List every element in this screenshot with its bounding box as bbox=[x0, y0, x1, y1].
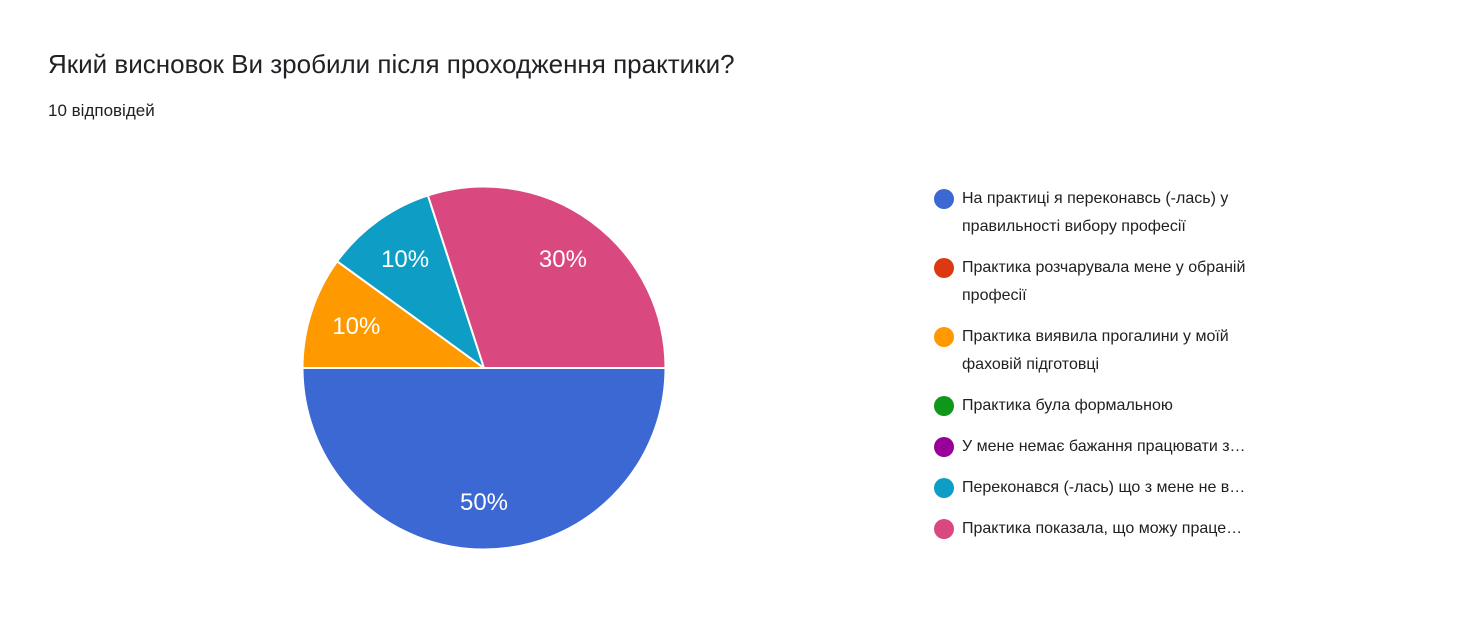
legend-swatch bbox=[934, 478, 954, 498]
legend-item-label: Практика показала, що можу праце… bbox=[962, 520, 1243, 537]
pie-slice-1[interactable] bbox=[301, 367, 667, 551]
legend: На практиці я переконавсь (-лась) у прав… bbox=[934, 185, 1449, 543]
legend-item-label: Практика виявила прогалини у моїй фахові… bbox=[962, 328, 1229, 373]
legend-item-label: Практика була формальною bbox=[962, 397, 1173, 414]
legend-swatch bbox=[934, 437, 954, 457]
legend-swatch bbox=[934, 258, 954, 278]
responses-count: 10 відповідей bbox=[48, 101, 155, 120]
legend-item-1: На практиці я переконавсь (-лась) у прав… bbox=[934, 185, 1449, 241]
pie-chart: 50% 10% 10% 30% bbox=[301, 185, 667, 551]
legend-swatch bbox=[934, 327, 954, 347]
legend-item-6: Переконався (-лась) що з мене не в… bbox=[934, 474, 1449, 502]
pie-slice-label: 10% bbox=[332, 313, 380, 340]
pie-slice-3[interactable] bbox=[301, 260, 485, 369]
pie-slice-7[interactable] bbox=[426, 185, 667, 369]
legend-item-label: На практиці я переконавсь (-лась) у прав… bbox=[962, 190, 1229, 235]
legend-swatch bbox=[934, 396, 954, 416]
legend-swatch bbox=[934, 519, 954, 539]
pie-slice-label: 50% bbox=[460, 489, 508, 516]
legend-item-5: У мене немає бажання працювати з… bbox=[934, 433, 1449, 461]
legend-item-label: Практика розчарувала мене у обраній проф… bbox=[962, 259, 1246, 304]
legend-item-3: Практика виявила прогалини у моїй фахові… bbox=[934, 323, 1449, 379]
question-title: Який висновок Ви зробили після проходжен… bbox=[48, 49, 735, 79]
legend-item-4: Практика була формальною bbox=[934, 392, 1449, 420]
legend-item-2: Практика розчарувала мене у обраній проф… bbox=[934, 254, 1449, 310]
pie-slice-label: 10% bbox=[381, 246, 429, 273]
legend-item-label: Переконався (-лась) що з мене не в… bbox=[962, 479, 1246, 496]
legend-item-7: Практика показала, що можу праце… bbox=[934, 515, 1449, 543]
pie-slice-label: 30% bbox=[539, 246, 587, 273]
pie-slice-6[interactable] bbox=[336, 194, 485, 369]
legend-item-label: У мене немає бажання працювати з… bbox=[962, 438, 1246, 455]
legend-swatch bbox=[934, 189, 954, 209]
